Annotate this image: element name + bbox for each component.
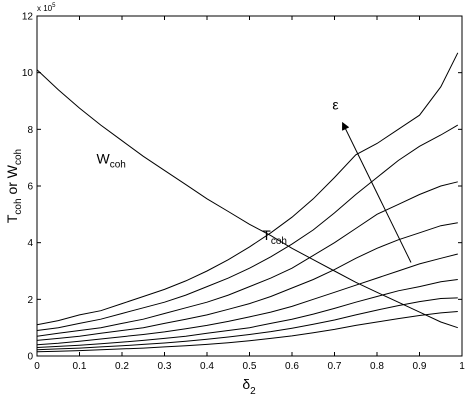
series-line-t-coh-6: [36, 279, 458, 348]
series-line-t-coh-4: [36, 222, 458, 341]
series-layer: [36, 52, 459, 353]
y-tick-label: 8: [27, 125, 33, 136]
annotation-w-coh: Wcoh: [97, 150, 126, 170]
plot-frame: [36, 15, 463, 357]
epsilon-arrow: [342, 121, 412, 263]
series-line-t-coh-2: [36, 124, 459, 331]
x-axis-title: δ2: [242, 376, 256, 397]
x-tick-label: 0.4: [200, 361, 214, 372]
x-tick-label: 1: [459, 361, 465, 372]
series-line-t-coh-1: [36, 52, 459, 326]
y-tick-label: 10: [22, 68, 34, 79]
series-line-w-coh: [36, 69, 458, 329]
x-tick-label: 0.9: [413, 361, 427, 372]
series-line-t-coh-8: [36, 311, 458, 353]
y-axis: 0 2 4 6 8 10 12: [22, 12, 462, 363]
annotation-epsilon: ε: [332, 97, 338, 113]
y-tick-label: 4: [27, 238, 33, 249]
y-tick-label: 2: [27, 295, 33, 306]
y-tick-label: 12: [22, 12, 34, 23]
x-tick-label: 0.2: [115, 361, 129, 372]
x-tick-label: 0.7: [328, 361, 342, 372]
annotation-t-coh: Tcoh: [262, 227, 287, 247]
x-tick-label: 0.3: [158, 361, 172, 372]
y-axis-title: Tcoh or Wcoh: [4, 149, 24, 223]
y-tick-label: 6: [27, 182, 33, 193]
series-line-t-coh-5: [36, 253, 458, 346]
series-line-t-coh-3: [36, 181, 458, 337]
x-tick-label: 0.1: [73, 361, 87, 372]
x-axis: 0 0.1 0.2 0.3 0.4 0.5 0.6 0.7 0.8 0.9 1: [34, 16, 465, 372]
x-tick-label: 0.5: [243, 361, 257, 372]
x-tick-label: 0: [34, 361, 40, 372]
x-tick-label: 0.8: [370, 361, 384, 372]
y-scale-label: x 105: [37, 3, 56, 13]
series-line-t-coh-7: [36, 297, 458, 351]
x-tick-label: 0.6: [285, 361, 299, 372]
y-tick-label: 0: [27, 352, 33, 363]
